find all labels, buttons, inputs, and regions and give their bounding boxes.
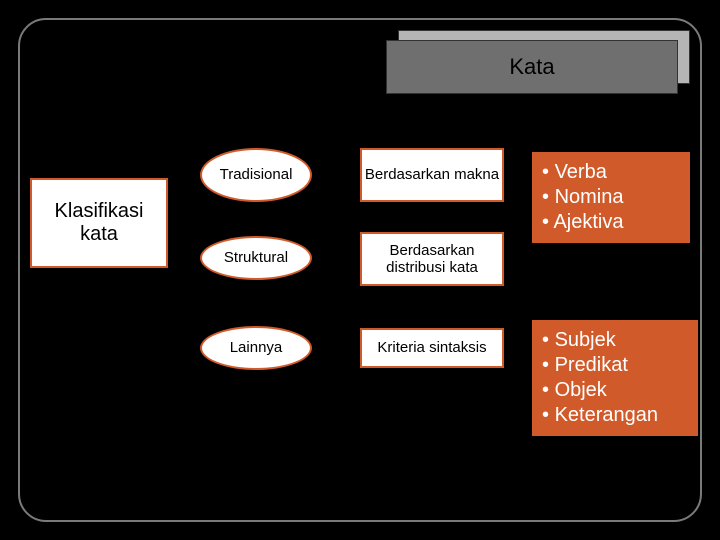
list-item-label: Objek [555,379,607,401]
list-item: • Objek [542,378,688,403]
list-item-label: Verba [555,161,607,183]
approach-traditional: Tradisional [200,148,312,202]
root-box: Klasifikasi kata [30,178,168,268]
criteria-label: Berdasarkan distribusi kata [364,242,500,277]
output-list-1: • Verba • Nomina • Ajektiva [532,152,690,243]
approach-label: Tradisional [220,167,293,184]
title-box: Kata [386,40,678,94]
criteria-meaning: Berdasarkan makna [360,148,504,202]
list-item: • Subjek [542,328,688,353]
list-item-label: Keterangan [555,404,658,426]
root-text: Klasifikasi kata [36,200,162,246]
list-item: • Verba [542,160,680,185]
criteria-syntax: Kriteria sintaksis [360,328,504,368]
criteria-distribution: Berdasarkan distribusi kata [360,232,504,286]
approach-label: Struktural [224,250,288,267]
output-list-2: • Subjek • Predikat • Objek • Keterangan [532,320,698,436]
criteria-label: Berdasarkan makna [365,166,499,183]
list-item-label: Subjek [555,329,616,351]
list-item: • Predikat [542,353,688,378]
list-item-label: Nomina [555,186,624,208]
list-item: • Ajektiva [542,210,680,235]
list-item: • Nomina [542,185,680,210]
approach-structural: Struktural [200,236,312,280]
list-item-label: Ajektiva [553,211,623,233]
list-item: • Keterangan [542,403,688,428]
approach-label: Lainnya [230,340,283,357]
approach-other: Lainnya [200,326,312,370]
title-text: Kata [509,54,554,80]
list-item-label: Predikat [555,354,628,376]
criteria-label: Kriteria sintaksis [377,339,486,356]
